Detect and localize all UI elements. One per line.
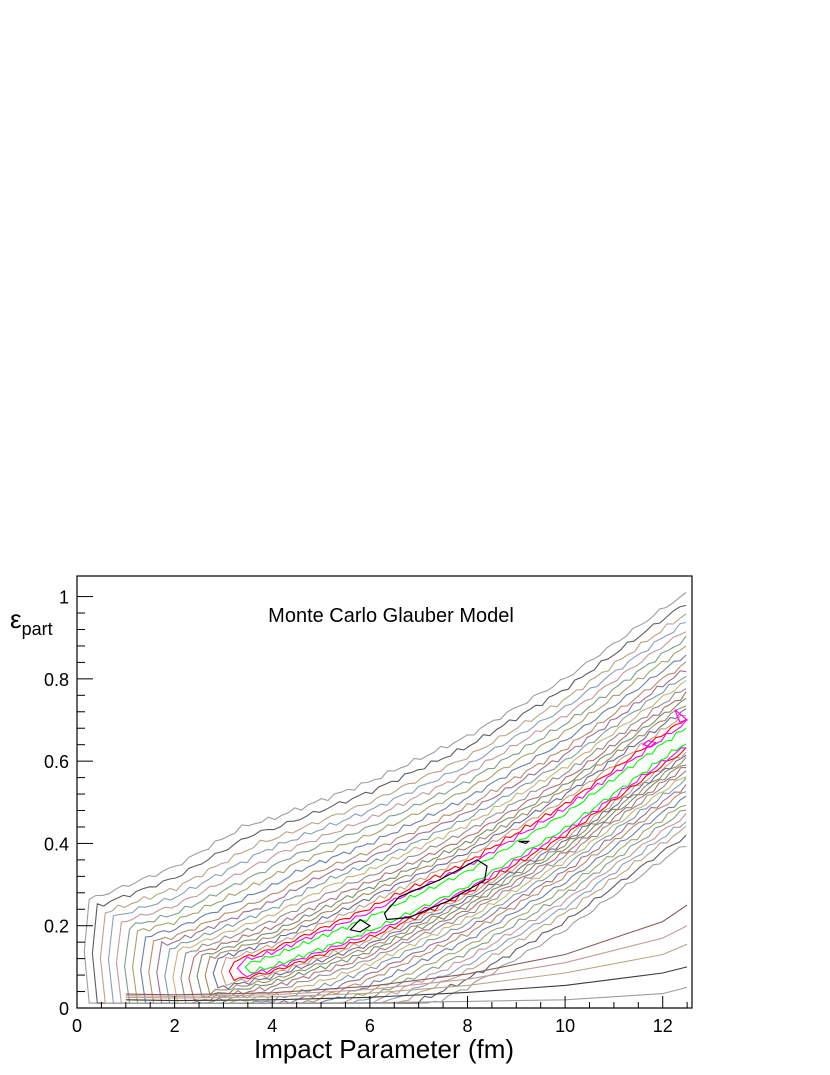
contour-line-19 (228, 718, 687, 982)
plot-frame (76, 575, 693, 1009)
y-tick-label: 0.6 (44, 752, 69, 772)
y-axis-ticks: 0 0.2 0.4 0.6 0.8 1 (44, 588, 93, 1019)
contour-line-16 (204, 705, 687, 996)
contour-line-8 (140, 654, 687, 1004)
x-tick-label: 4 (267, 1016, 277, 1036)
x-tick-label: 2 (170, 1016, 180, 1036)
y-tick-label: 0.8 (44, 670, 69, 690)
x-axis-ticks: 0 2 4 6 8 10 12 (72, 996, 688, 1036)
lower-contour-4 (125, 925, 688, 998)
contour-island-2 (349, 918, 372, 933)
y-axis-title-subscript: part (22, 619, 53, 639)
contour-line-15 (196, 697, 687, 999)
x-tick-label: 8 (462, 1016, 472, 1036)
contour-line-1 (83, 592, 687, 1004)
lower-contour-5 (125, 904, 688, 996)
x-tick-label: 6 (365, 1016, 375, 1036)
x-tick-label: 0 (72, 1016, 82, 1036)
contour-line-20 (236, 719, 687, 978)
contour-line-7 (132, 645, 687, 1004)
contour-line-5 (115, 631, 687, 1004)
contour-line-11 (164, 675, 687, 1004)
contour-lines (83, 592, 689, 1005)
lower-contour-2 (125, 966, 688, 1002)
contour-line-2 (91, 604, 687, 1004)
contour-line-17 (212, 708, 687, 990)
x-tick-label: 10 (555, 1016, 575, 1036)
contour-line-10 (156, 670, 687, 1004)
contour-line-21 (244, 727, 687, 974)
y-tick-label: 0 (59, 999, 69, 1019)
contour-line-13 (180, 688, 687, 1004)
contour-island-5 (674, 709, 689, 723)
plot-title: Monte Carlo Glauber Model (268, 605, 514, 627)
y-axis-title-base: ε (10, 604, 22, 634)
contour-line-9 (148, 661, 687, 1004)
contour-line-4 (107, 621, 687, 1004)
contour-island-3 (518, 840, 531, 845)
contour-line-6 (124, 635, 687, 1004)
contour-line-3 (99, 613, 687, 1004)
contour-line-14 (188, 691, 687, 1002)
lower-contour-3 (125, 943, 688, 999)
contour-island-1 (383, 859, 488, 921)
y-tick-label: 0.2 (44, 917, 69, 937)
x-tick-label: 12 (653, 1016, 673, 1036)
contour-line-12 (172, 680, 687, 1004)
y-axis-title: εpart (10, 604, 53, 639)
contour-line-18 (220, 714, 687, 987)
x-axis-title: Impact Parameter (fm) (254, 1034, 514, 1064)
contour-island-4 (641, 739, 657, 748)
y-tick-label: 1 (59, 588, 69, 608)
y-tick-label: 0.4 (44, 834, 69, 854)
